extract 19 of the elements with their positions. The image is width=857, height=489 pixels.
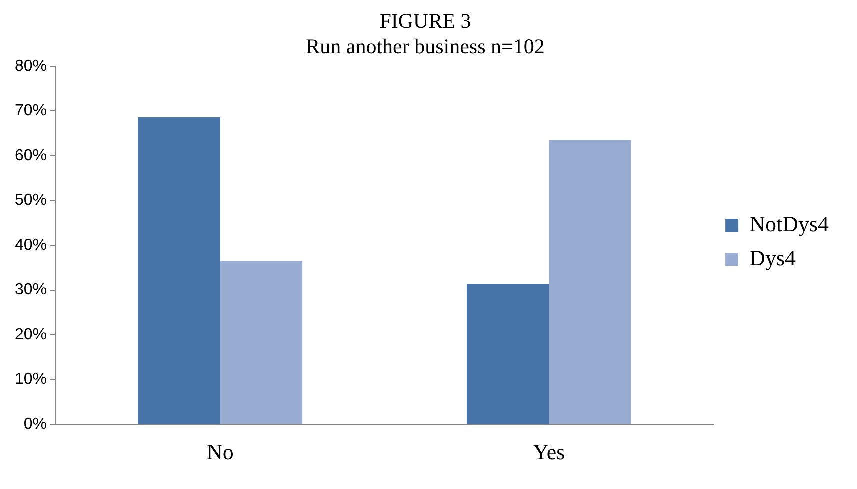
y-tick-label: 40%	[14, 236, 48, 254]
chart-subtitle: Run another business n=102	[306, 34, 545, 58]
y-tick-label: 10%	[14, 371, 48, 388]
bar	[220, 261, 303, 424]
y-tick-label: 20%	[14, 326, 48, 344]
y-tick-label: 80%	[14, 58, 48, 75]
bar	[138, 117, 220, 424]
x-tick-label: No	[206, 440, 234, 465]
bar	[466, 284, 550, 424]
chart-title: FIGURE 3	[380, 9, 472, 34]
legend-label: Dys4	[750, 245, 796, 270]
bar	[549, 140, 632, 424]
y-tick-label: 50%	[14, 192, 48, 210]
legend-label: NotDys4	[750, 211, 830, 236]
y-tick-label: 0%	[24, 416, 48, 434]
x-tick-label: Yes	[533, 440, 566, 465]
y-tick-label: 30%	[14, 282, 48, 299]
y-tick-label: 60%	[14, 147, 48, 164]
y-tick-label: 70%	[14, 102, 48, 120]
